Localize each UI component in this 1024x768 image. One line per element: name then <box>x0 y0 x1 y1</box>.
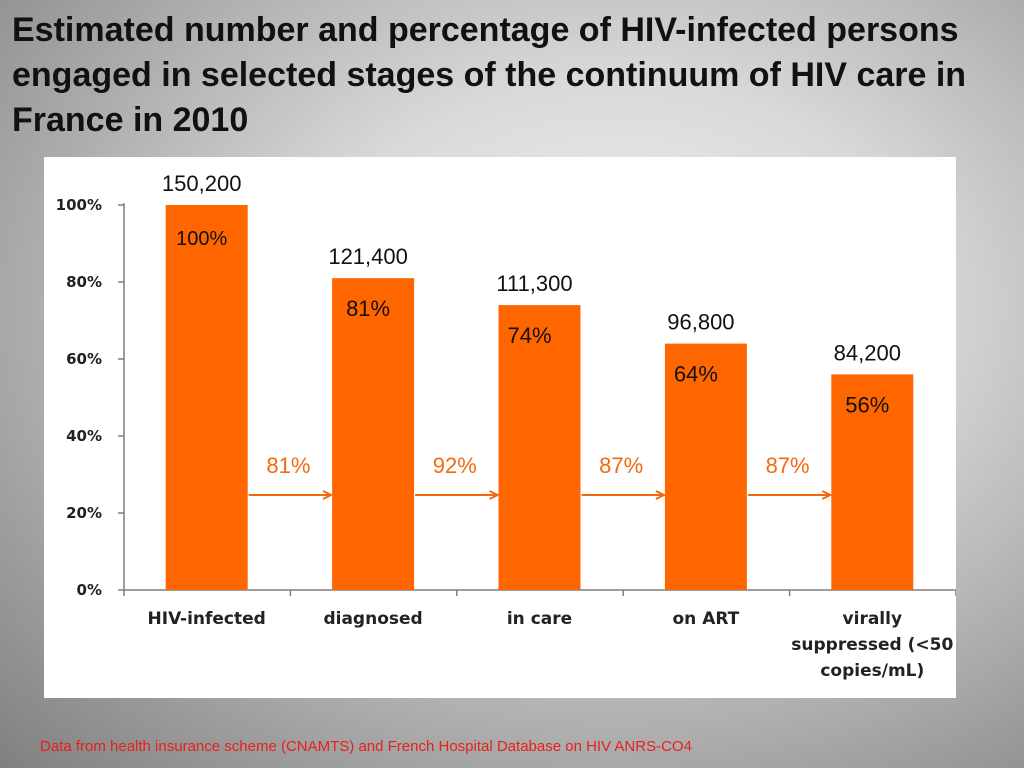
stage-conversion-label: 81% <box>266 453 310 478</box>
y-tick-label: 0% <box>77 581 102 599</box>
x-tick-label: HIV-infected <box>148 609 266 629</box>
bar-count-label: 121,400 <box>328 244 408 269</box>
y-tick-label: 60% <box>66 350 102 368</box>
chart-panel: 0% 20% 40% 60% 80% 100% 150,200 100% HIV-infecte… <box>44 157 956 698</box>
bar <box>332 278 415 590</box>
bar <box>664 343 747 590</box>
x-tick-label: in care <box>507 609 572 629</box>
bar-value-label: 74% <box>507 323 551 348</box>
source-footnote: Data from health insurance scheme (CNAMT… <box>40 738 692 755</box>
bar-value-label: 81% <box>346 296 390 321</box>
stage-conversion-label: 87% <box>599 453 643 478</box>
chart-title: Estimated number and percentage of HIV-i… <box>12 11 967 139</box>
x-tick-label: suppressed (<50 <box>791 635 953 655</box>
stage-conversion-label: 92% <box>433 453 477 478</box>
bar <box>831 374 914 590</box>
x-tick-label: diagnosed <box>323 609 422 629</box>
x-tick-label: on ART <box>673 609 740 629</box>
bar-value-label: 100% <box>176 228 227 250</box>
bar-count-label: 150,200 <box>162 171 242 196</box>
bar <box>165 205 248 590</box>
bar-chart: 0% 20% 40% 60% 80% 100% 150,200 100% HIV-infecte… <box>56 171 956 681</box>
y-tick-label: 100% <box>56 196 102 214</box>
stage-conversion-label: 87% <box>766 453 810 478</box>
x-tick-label: virally <box>843 609 903 629</box>
bar-value-label: 64% <box>674 362 718 387</box>
bar-count-label: 111,300 <box>496 271 572 296</box>
bar-count-label: 84,200 <box>834 340 901 365</box>
x-tick-label: copies/mL) <box>820 661 924 681</box>
y-tick-label: 20% <box>66 504 102 522</box>
bar-count-label: 96,800 <box>667 310 734 335</box>
y-tick-label: 40% <box>66 427 102 445</box>
y-tick-label: 80% <box>66 273 102 291</box>
bar <box>498 305 581 590</box>
bar-value-label: 56% <box>845 392 889 417</box>
